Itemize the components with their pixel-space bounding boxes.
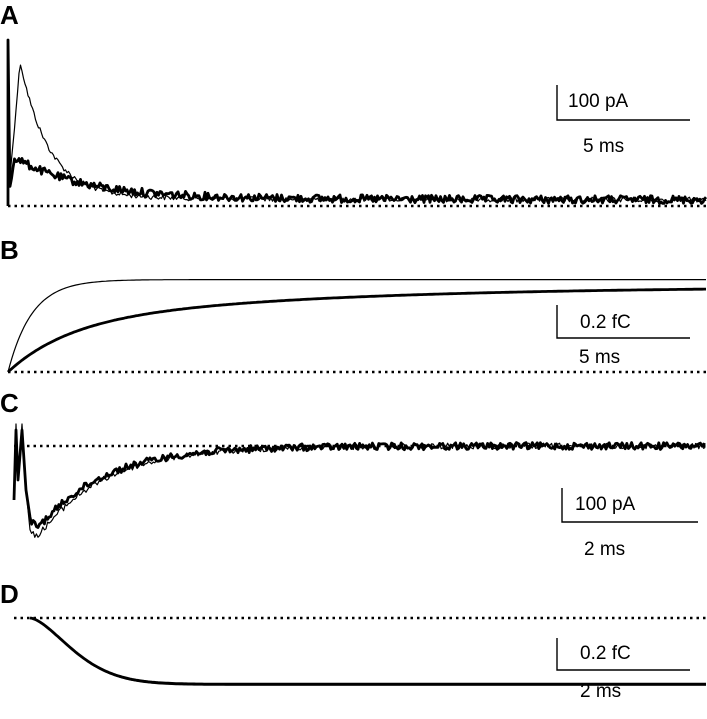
panel-c-thick-trace	[12, 428, 706, 529]
panel-d-thick-trace	[29, 616, 706, 686]
panel-c-scale-bar	[561, 488, 698, 523]
panel-d-scale-bar	[556, 638, 690, 671]
panel-c: C 100 pA 2 ms	[0, 388, 706, 560]
panel-a-scale-x-label: 5 ms	[583, 136, 624, 157]
panel-label-c: C	[0, 388, 19, 418]
panel-c-scale-x-label: 2 ms	[584, 539, 625, 560]
panel-label-a: A	[0, 0, 19, 30]
panel-b-scale-y-label: 0.2 fC	[580, 312, 631, 333]
panel-label-b: B	[0, 235, 19, 265]
panel-b: B 0.2 fC 5 ms	[0, 235, 706, 374]
panel-d-scale-x-label: 2 ms	[580, 681, 621, 702]
panel-a-thick-trace	[6, 38, 707, 206]
panel-b-thin-trace	[7, 279, 706, 373]
panel-b-thick-trace	[7, 287, 706, 374]
panel-a: A 100 pA 5 ms	[0, 0, 707, 208]
panel-c-scale-y-label: 100 pA	[575, 494, 636, 515]
panel-d: D 0.2 fC 2 ms	[0, 579, 706, 702]
panel-b-scale-x-label: 5 ms	[579, 347, 620, 368]
panel-a-scale-y-label: 100 pA	[568, 91, 629, 112]
panel-d-scale-y-label: 0.2 fC	[580, 643, 631, 664]
panel-a-thin-trace	[7, 39, 707, 206]
panel-label-d: D	[0, 579, 19, 609]
panel-c-thin-trace	[13, 423, 706, 538]
panel-a-scale-bar	[556, 85, 690, 121]
panel-b-scale-bar	[556, 305, 690, 339]
